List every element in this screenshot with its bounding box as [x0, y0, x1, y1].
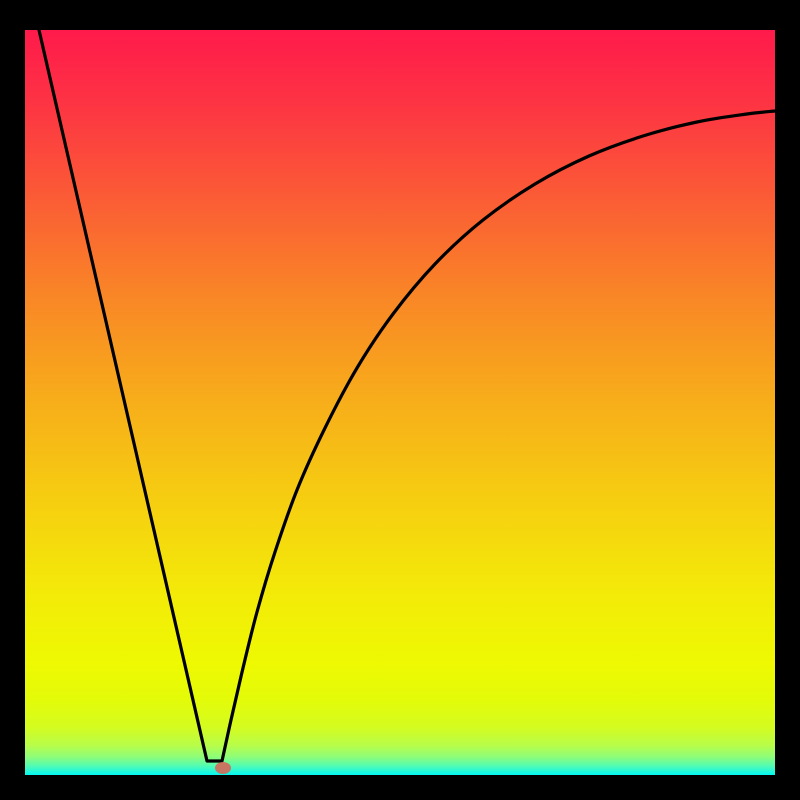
frame-border-right — [775, 0, 800, 800]
optimal-point-marker — [215, 762, 231, 774]
frame-border-bottom — [0, 775, 800, 800]
bottleneck-curve-path — [39, 30, 775, 761]
chart-plot-area — [25, 30, 775, 775]
frame-border-left — [0, 0, 25, 800]
frame-border-top — [0, 0, 800, 30]
bottleneck-curve — [25, 30, 775, 775]
